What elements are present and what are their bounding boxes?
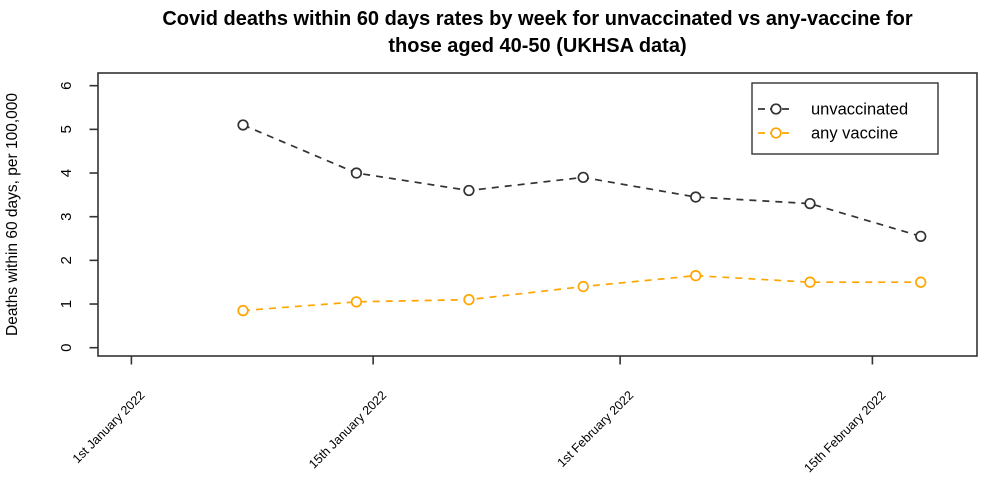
series-point-any-vaccine	[915, 276, 927, 288]
series-point-any-vaccine	[577, 280, 589, 293]
y-tick-label: 5	[58, 125, 75, 133]
x-tick-label: 1st February 2022	[555, 388, 637, 470]
x-tick-label: 15th February 2022	[801, 388, 888, 475]
series-point-unvaccinated	[463, 184, 475, 197]
series-point-unvaccinated	[577, 171, 589, 184]
y-tick-label: 4	[58, 169, 75, 177]
series-point-unvaccinated	[350, 167, 363, 179]
series-point-any-vaccine	[237, 304, 249, 317]
series-line-any-vaccine	[242, 274, 921, 312]
y-tick-label: 0	[58, 344, 75, 352]
y-tick-label: 1	[58, 300, 75, 308]
series-point-unvaccinated	[237, 119, 249, 131]
y-axis-label: Deaths within 60 days, per 100,000	[4, 93, 21, 336]
legend-swatch-marker-any-vaccine	[770, 127, 782, 139]
series-point-any-vaccine	[690, 269, 702, 282]
series-point-unvaccinated	[690, 191, 702, 203]
legend-swatch-marker-unvaccinated	[770, 103, 782, 115]
series-point-any-vaccine	[350, 296, 363, 308]
y-tick-label: 2	[58, 256, 75, 264]
legend: unvaccinated any vaccine	[751, 82, 939, 155]
y-tick-label: 3	[58, 213, 75, 221]
chart-title-line1: Covid deaths within 60 days rates by wee…	[162, 8, 913, 30]
plot-box	[97, 72, 978, 357]
chart-title: Covid deaths within 60 days rates by wee…	[98, 6, 977, 60]
series-point-any-vaccine	[463, 294, 475, 306]
y-tick-label: 6	[58, 82, 75, 90]
chart-title-line2: those aged 40-50 (UKHSA data)	[388, 35, 687, 57]
legend-box	[751, 82, 939, 155]
x-tick-label: 1st January 2022	[70, 388, 148, 466]
x-tick-label: 15th January 2022	[306, 388, 389, 471]
series-point-unvaccinated	[804, 197, 816, 210]
legend-label-any-vaccine: any vaccine	[811, 125, 898, 143]
series-point-any-vaccine	[804, 276, 816, 288]
legend-label-unvaccinated: unvaccinated	[811, 101, 908, 119]
series-point-unvaccinated	[915, 230, 927, 242]
